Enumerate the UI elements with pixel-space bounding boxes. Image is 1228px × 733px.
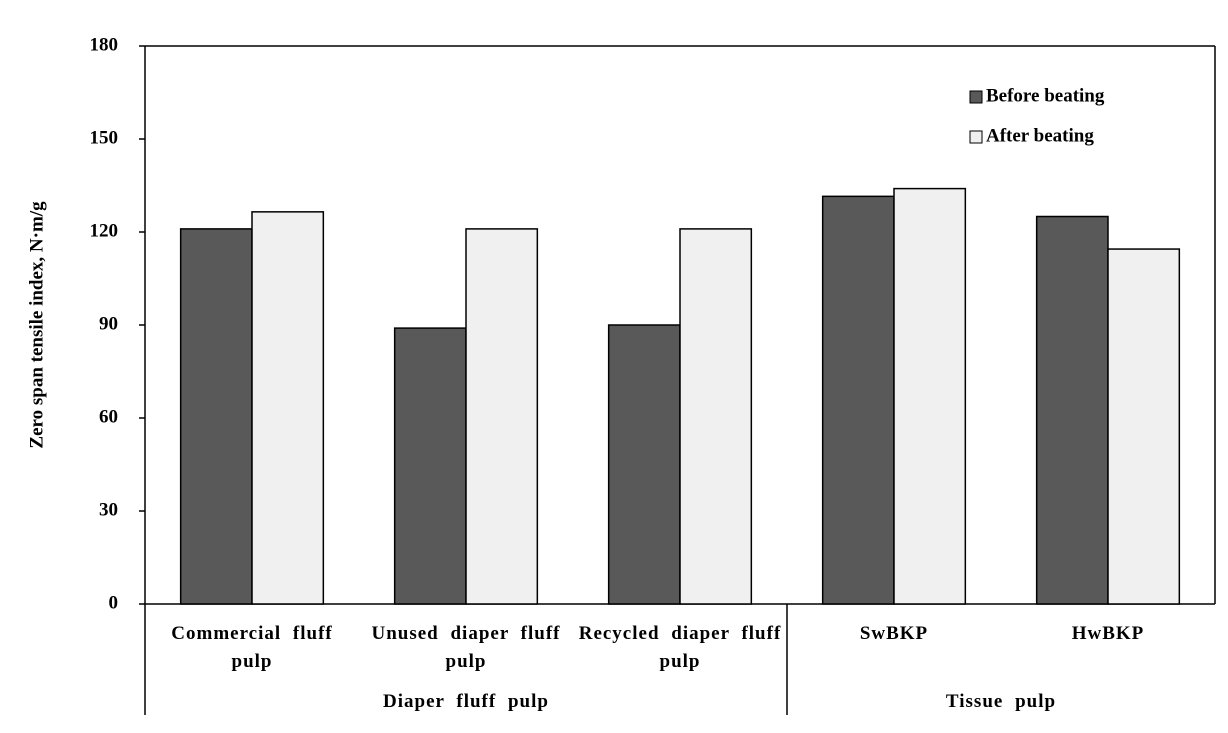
- y-tick-label: 30: [99, 499, 118, 520]
- y-tick-label: 150: [90, 127, 119, 148]
- bar: [893, 187, 967, 605]
- bar: [1035, 215, 1109, 605]
- y-tick-label: 60: [99, 406, 118, 427]
- legend-label: After beating: [986, 125, 1094, 146]
- y-axis-label: Zero span tensile index, N·m/g: [26, 201, 47, 449]
- bar: [179, 228, 253, 605]
- bar: [1107, 248, 1181, 605]
- group-label: Tissue pulp: [945, 691, 1057, 712]
- x-tick-label: Recycled diaper fluff pulp: [578, 623, 782, 672]
- x-tick-label: Unused diaper fluff pulp: [371, 623, 561, 672]
- y-tick-label: 90: [99, 313, 118, 334]
- bar: [607, 324, 681, 605]
- legend-swatch: [969, 90, 983, 104]
- legend-label: Before beating: [986, 85, 1105, 106]
- x-tick-label: HwBKP: [1071, 623, 1145, 644]
- y-tick-label: 180: [90, 34, 119, 55]
- bar: [821, 195, 895, 605]
- x-tick-label: Commercial fluff pulp: [171, 623, 333, 672]
- y-tick-label: 0: [109, 592, 119, 613]
- y-tick-label: 120: [90, 220, 119, 241]
- group-label: Diaper fluff pulp: [383, 691, 549, 712]
- x-tick-label: SwBKP: [859, 623, 929, 644]
- bar: [465, 228, 539, 605]
- bar: [251, 211, 325, 605]
- bar: [393, 327, 467, 605]
- legend-swatch: [969, 130, 983, 144]
- bar: [679, 228, 753, 605]
